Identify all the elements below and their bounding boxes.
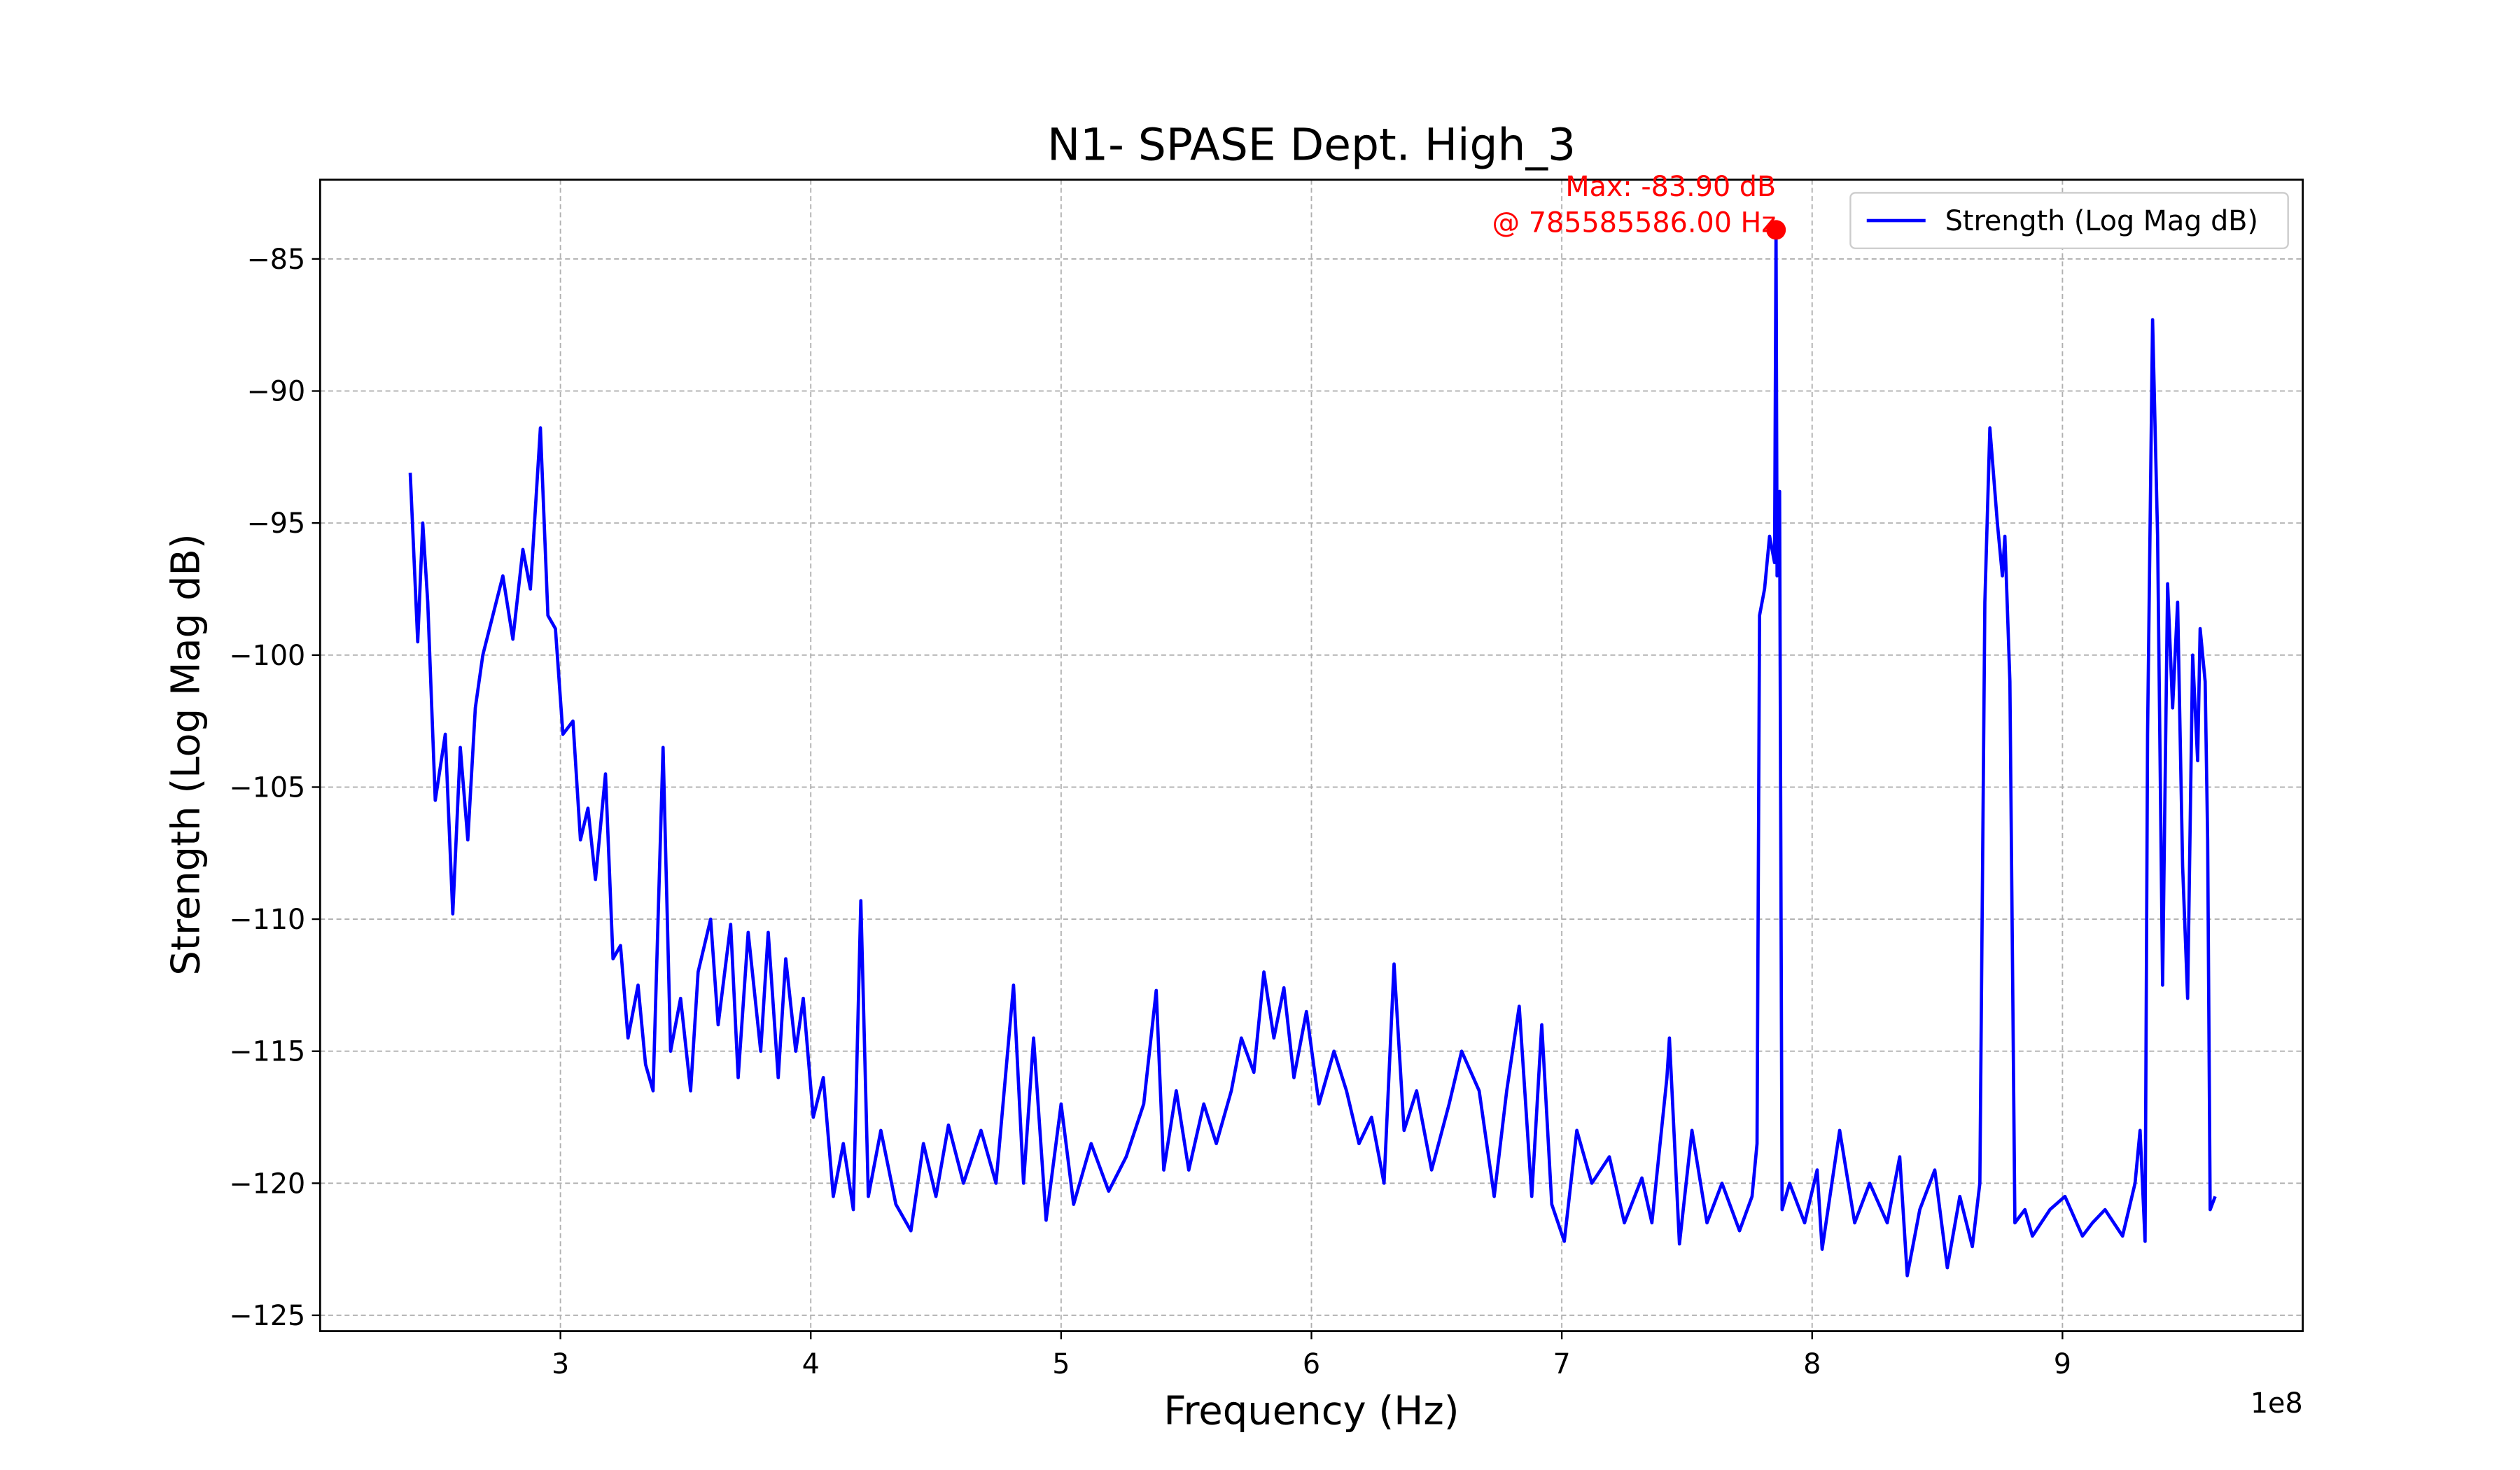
x-axis-label: Frequency (Hz) [1163, 1389, 1459, 1434]
y-tick-label: −115 [229, 1036, 305, 1068]
line-series [408, 228, 2217, 1278]
x-tick-label: 6 [1303, 1348, 1320, 1380]
x-tick-label: 9 [2054, 1348, 2071, 1380]
x-tick-label: 3 [552, 1348, 569, 1380]
y-tick-label: −90 [247, 376, 306, 408]
x-offset-label: 1e8 [2250, 1387, 2303, 1420]
x-tick-label: 5 [1052, 1348, 1070, 1380]
y-tick-label: −95 [247, 507, 306, 540]
y-tick-label: −125 [229, 1300, 305, 1332]
max-marker [1766, 220, 1786, 240]
legend-label: Strength (Log Mag dB) [1945, 205, 2258, 237]
annotation-text: Max: -83.90 dB [1565, 171, 1776, 203]
y-tick-label: −85 [247, 244, 306, 276]
y-tick-label: −110 [229, 904, 305, 936]
x-tick-label: 7 [1553, 1348, 1571, 1380]
y-axis-label: Strength (Log Mag dB) [164, 533, 209, 975]
y-tick-label: −120 [229, 1168, 305, 1200]
x-tick-label: 8 [1803, 1348, 1821, 1380]
y-tick-label: −105 [229, 771, 305, 804]
y-tick-label: −100 [229, 640, 305, 672]
legend-box [1849, 192, 2289, 249]
x-tick-label: 4 [802, 1348, 820, 1380]
plot-frame [318, 178, 2304, 1332]
chart-title: N1- SPASE Dept. High_3 [1047, 120, 1576, 171]
annotation-text: @ 785585586.00 Hz [1492, 206, 1777, 239]
